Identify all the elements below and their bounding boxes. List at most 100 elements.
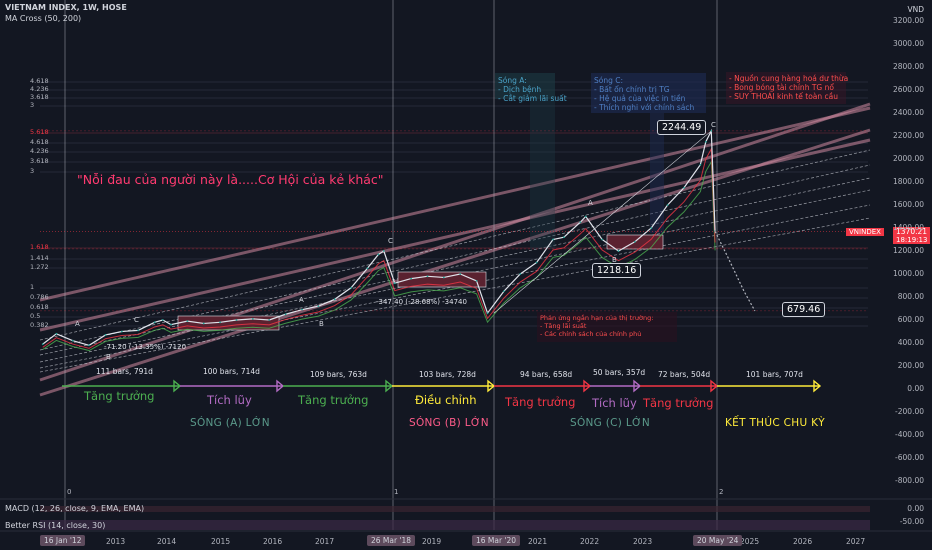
- duration-label: 50 bars, 357d: [593, 368, 646, 377]
- phase-label: Tăng trưởng: [298, 393, 369, 407]
- channel-line: [39, 164, 871, 351]
- price-point: [71, 339, 74, 342]
- note-bg: [537, 312, 677, 342]
- phase-label: Tích lũy: [592, 396, 637, 410]
- peak-price-label: 2244.49: [657, 120, 707, 135]
- x-tick: 2027: [846, 537, 866, 546]
- phase-label: Tăng trưởng: [84, 389, 155, 403]
- y-tick: 2400.00: [892, 108, 924, 117]
- fib-label: 1: [30, 283, 35, 291]
- y-tick: 1800.00: [892, 177, 924, 186]
- note-bg: [591, 73, 706, 113]
- channel-line: [39, 189, 871, 363]
- price-point: [88, 344, 91, 347]
- risk-note: - Nguồn cung hàng hoá dư thừa - Bong bón…: [729, 74, 849, 101]
- reaction-note: Phản ứng ngắn hạn của thị trường: - Tăng…: [540, 314, 654, 338]
- channel-line: [39, 128, 871, 397]
- x-tick: 2014: [157, 537, 177, 546]
- channel-line: [39, 217, 871, 373]
- wave-label: A: [588, 199, 593, 207]
- fib-label: 3.618: [30, 93, 49, 101]
- macd-indicator[interactable]: MACD (12, 26, close, 9, EMA, EMA): [5, 504, 145, 513]
- fib-label: 0.5: [30, 312, 41, 320]
- fib-label: 0.382: [30, 321, 49, 329]
- x-highlight: 16 Mar '20: [472, 535, 521, 546]
- price-point: [486, 312, 489, 314]
- price-point: [683, 186, 685, 189]
- fib-label: 3.618: [30, 157, 49, 165]
- fib-label: 3: [30, 101, 35, 109]
- fib-label: 4.618: [30, 138, 49, 146]
- wave-label: A: [299, 296, 304, 304]
- y-tick: 2800.00: [892, 62, 924, 71]
- rsi-band: [40, 520, 870, 530]
- timeline-arrowhead: [385, 379, 394, 393]
- current-time-tag: 18:19:13: [893, 236, 931, 244]
- drop-2018-label: -347.40 (-28.68%) -34740: [376, 298, 467, 306]
- price-point: [251, 317, 254, 320]
- rsi-indicator[interactable]: Better RSI (14, close, 30): [5, 521, 106, 530]
- price-point: [41, 343, 44, 346]
- timeline-arrowhead: [710, 379, 719, 393]
- ma-cross-indicator[interactable]: MA Cross (50, 200): [5, 14, 82, 23]
- phase-label: Tăng trưởng: [505, 395, 576, 409]
- wave-label: C: [388, 237, 393, 245]
- fib-label: 0.618: [30, 303, 49, 311]
- channel-line: [39, 106, 871, 302]
- timeline-arrowhead: [173, 379, 182, 393]
- price-point: [584, 215, 587, 218]
- y-tick: 600.00: [897, 315, 924, 324]
- fib-label: 4.236: [30, 85, 49, 93]
- price-point: [333, 298, 336, 301]
- y-tick: 2000.00: [892, 154, 924, 163]
- wave-phase-label: KẾT THÚC CHU KỲ: [725, 417, 825, 429]
- note-bg: [650, 113, 664, 233]
- fib-label: 4.236: [30, 147, 49, 155]
- price-point: [104, 334, 107, 336]
- phase-label: Tích lũy: [207, 393, 252, 407]
- x-tick: 2013: [106, 537, 126, 546]
- fib-label: 1.414: [30, 254, 49, 262]
- x-tick: 2015: [211, 537, 231, 546]
- price-point: [617, 250, 620, 252]
- duration-label: 111 bars, 791d: [96, 367, 153, 376]
- y-tick: -600.00: [895, 453, 924, 462]
- current-symbol-tag: VNINDEX: [846, 228, 884, 236]
- note-bg: [495, 73, 555, 99]
- price-point: [393, 282, 396, 285]
- price-point: [120, 330, 123, 333]
- duration-label: 109 bars, 763d: [310, 370, 367, 379]
- fib-label: 3: [30, 167, 35, 175]
- y-tick: 200.00: [897, 361, 924, 370]
- price-point: [170, 323, 172, 326]
- projection-line: [714, 231, 756, 312]
- price-point: [317, 305, 320, 308]
- price-point: [382, 250, 385, 252]
- price-point: [704, 140, 707, 143]
- macd-tick: 0.00: [907, 504, 924, 513]
- note-bg: [530, 99, 555, 249]
- duration-label: 101 bars, 707d: [746, 370, 803, 379]
- price-point: [284, 313, 287, 316]
- y-tick: 2600.00: [892, 85, 924, 94]
- timeline-arrowhead: [633, 379, 642, 393]
- wave-label: C: [711, 121, 716, 129]
- price-point: [633, 240, 636, 243]
- price-point: [502, 290, 505, 293]
- note-bg: [726, 72, 846, 104]
- fib-label: 0.786: [30, 293, 49, 301]
- duration-label: 94 bars, 658d: [520, 370, 573, 379]
- wave-c-note: Sóng C: - Bất ổn chính trị TG - Hệ quả c…: [594, 76, 695, 112]
- price-point: [202, 322, 205, 325]
- target-price-label: 679.46: [782, 302, 826, 317]
- macd-histogram: [40, 506, 870, 512]
- duration-label: 100 bars, 714d: [203, 367, 260, 376]
- timeline-arrowhead: [813, 379, 822, 393]
- price-point: [699, 163, 702, 166]
- marker-number: 0: [67, 488, 72, 496]
- y-tick: -200.00: [895, 407, 924, 416]
- duration-label: 103 bars, 728d: [419, 370, 476, 379]
- y-tick: 3200.00: [892, 16, 924, 25]
- timeline-arrowhead: [583, 379, 592, 393]
